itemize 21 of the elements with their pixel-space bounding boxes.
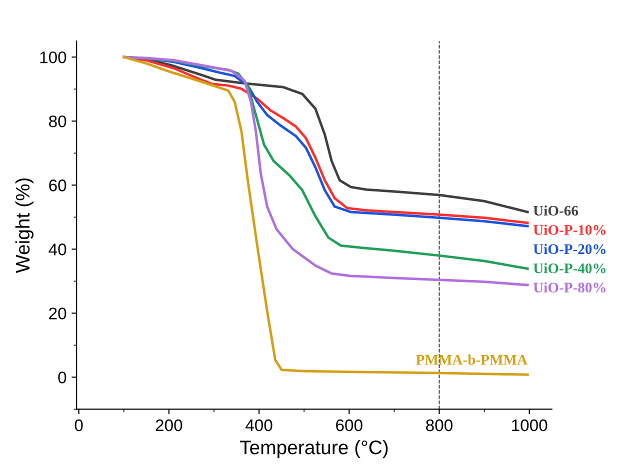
series-label: PMMA-b-PMMA	[416, 354, 528, 365]
y-tick-label: 80	[49, 116, 66, 128]
x-tick-label: 400	[246, 419, 272, 432]
series-label: UiO-P-20%	[533, 244, 606, 254]
y-tick-label: 60	[49, 180, 66, 192]
x-tick-label: 800	[426, 419, 452, 432]
series-label: UiO-P-10%	[533, 224, 606, 235]
x-tick-label: 0	[74, 419, 83, 432]
x-axis-title: Temperature (°C)	[240, 440, 388, 458]
x-tick-label: 600	[336, 419, 362, 432]
y-tick-label: 40	[48, 244, 66, 256]
y-tick-label: 20	[49, 308, 66, 320]
line-series	[122, 56, 529, 376]
y-axis-title: Weight (%)	[15, 178, 34, 273]
y-tick-label: 0	[58, 372, 66, 384]
series-label: UiO-66	[533, 205, 578, 216]
x-tick-label: 200	[156, 419, 182, 432]
series-label: UiO-P-40%	[533, 263, 606, 274]
y-tick-label: 100	[40, 51, 66, 64]
x-tick-label: 1000	[512, 419, 548, 432]
series-label: UiO-P-80%	[533, 282, 606, 293]
